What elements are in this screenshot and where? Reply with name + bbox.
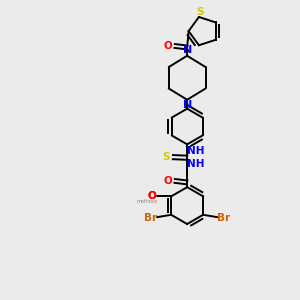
Text: methoxy: methoxy: [136, 199, 158, 204]
Text: NH: NH: [187, 159, 204, 170]
Text: N: N: [182, 100, 192, 110]
Text: N: N: [182, 45, 192, 56]
Text: S: S: [163, 152, 170, 161]
Text: Br: Br: [218, 213, 230, 224]
Text: Br: Br: [144, 213, 157, 224]
Text: O: O: [164, 176, 172, 186]
Text: NH: NH: [187, 146, 204, 156]
Text: O: O: [148, 191, 156, 201]
Text: S: S: [196, 7, 204, 16]
Text: O: O: [164, 41, 172, 51]
Text: O: O: [148, 191, 157, 201]
